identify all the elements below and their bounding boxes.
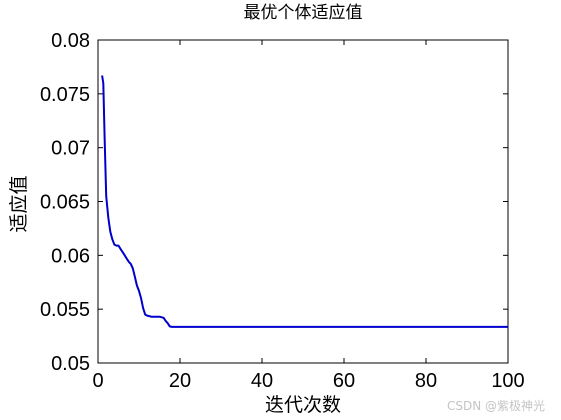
series-group xyxy=(101,75,508,328)
y-tick-label: 0.065 xyxy=(40,192,90,214)
ticks-group: 0 20 40 60 80 100 0.05 0.055 0.06 0.065 0.07 0.075 0… xyxy=(40,30,525,392)
x-tick-label: 20 xyxy=(169,370,191,392)
x-tick-label: 80 xyxy=(415,370,437,392)
x-tick-label: 60 xyxy=(333,370,355,392)
y-tick-label: 0.07 xyxy=(51,138,90,160)
x-tick-label: 0 xyxy=(92,370,103,392)
fitness-line xyxy=(101,75,508,328)
y-tick-label: 0.075 xyxy=(40,84,90,106)
y-tick-label: 0.05 xyxy=(51,353,90,375)
x-tick-label: 40 xyxy=(251,370,273,392)
plot-frame-group xyxy=(97,39,509,364)
x-axis-label: 迭代次数 xyxy=(265,394,341,416)
plot-frame xyxy=(97,39,509,364)
chart-title: 最优个体适应值 xyxy=(244,3,363,23)
y-axis-label: 适应值 xyxy=(8,175,30,232)
x-tick-label: 100 xyxy=(491,370,524,392)
y-tick-label: 0.08 xyxy=(51,30,90,52)
y-tick-label: 0.06 xyxy=(51,245,90,267)
csdn-watermark: CSDN @紫极神光 xyxy=(447,399,545,413)
y-tick-label: 0.055 xyxy=(40,299,90,321)
